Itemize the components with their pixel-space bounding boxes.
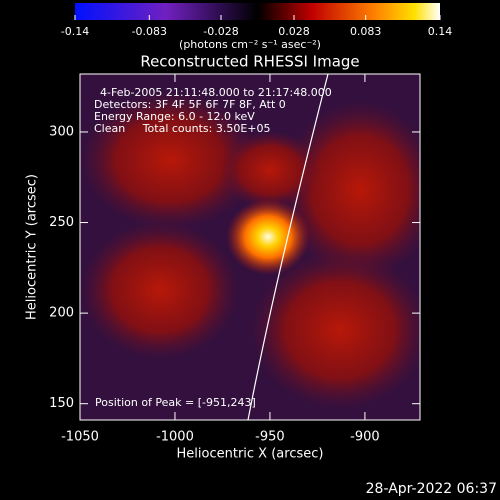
peak-marker — [266, 233, 270, 237]
colorbar-label: (photons cm⁻² s⁻¹ asec⁻²) — [179, 38, 321, 51]
x-axis-label: Heliocentric X (arcsec) — [177, 447, 324, 462]
annotation: 4-Feb-2005 21:11:48.000 to 21:17:48.000 — [100, 86, 332, 99]
x-tick-label: -900 — [350, 430, 380, 445]
annotation: Energy Range: 6.0 - 12.0 keV — [94, 110, 255, 123]
footer: 28-Apr-2022 06:37 — [366, 481, 497, 497]
plot-frame — [79, 73, 421, 421]
x-tick-label: -950 — [255, 430, 285, 445]
x-tick-label: -1050 — [61, 430, 99, 445]
colorbar-tick-label: -0.14 — [61, 25, 89, 38]
x-tick-label: -1000 — [156, 430, 194, 445]
y-tick-label: 150 — [49, 396, 74, 411]
colorbar-tick-label: -0.028 — [203, 25, 238, 38]
annotation: Detectors: 3F 4F 5F 6F 7F 8F, Att 0 — [94, 98, 286, 111]
colorbar-tick-label: 0.028 — [278, 25, 310, 38]
annotation: Clean Total counts: 3.50E+05 — [94, 122, 271, 135]
y-tick-label: 300 — [49, 124, 74, 139]
colorbar — [75, 3, 440, 20]
y-tick-label: 250 — [49, 215, 74, 230]
peak-label: Position of Peak = [-951,243] — [95, 396, 256, 409]
chart-title: Reconstructed RHESSI Image — [140, 53, 359, 71]
image — [80, 74, 420, 420]
y-tick-label: 200 — [49, 306, 74, 321]
y-axis-label: Heliocentric Y (arcsec) — [25, 174, 40, 320]
colorbar-tick-label: 0.083 — [350, 25, 382, 38]
colorbar-tick-label: -0.083 — [132, 25, 167, 38]
colorbar-tick-label: 0.14 — [428, 25, 453, 38]
